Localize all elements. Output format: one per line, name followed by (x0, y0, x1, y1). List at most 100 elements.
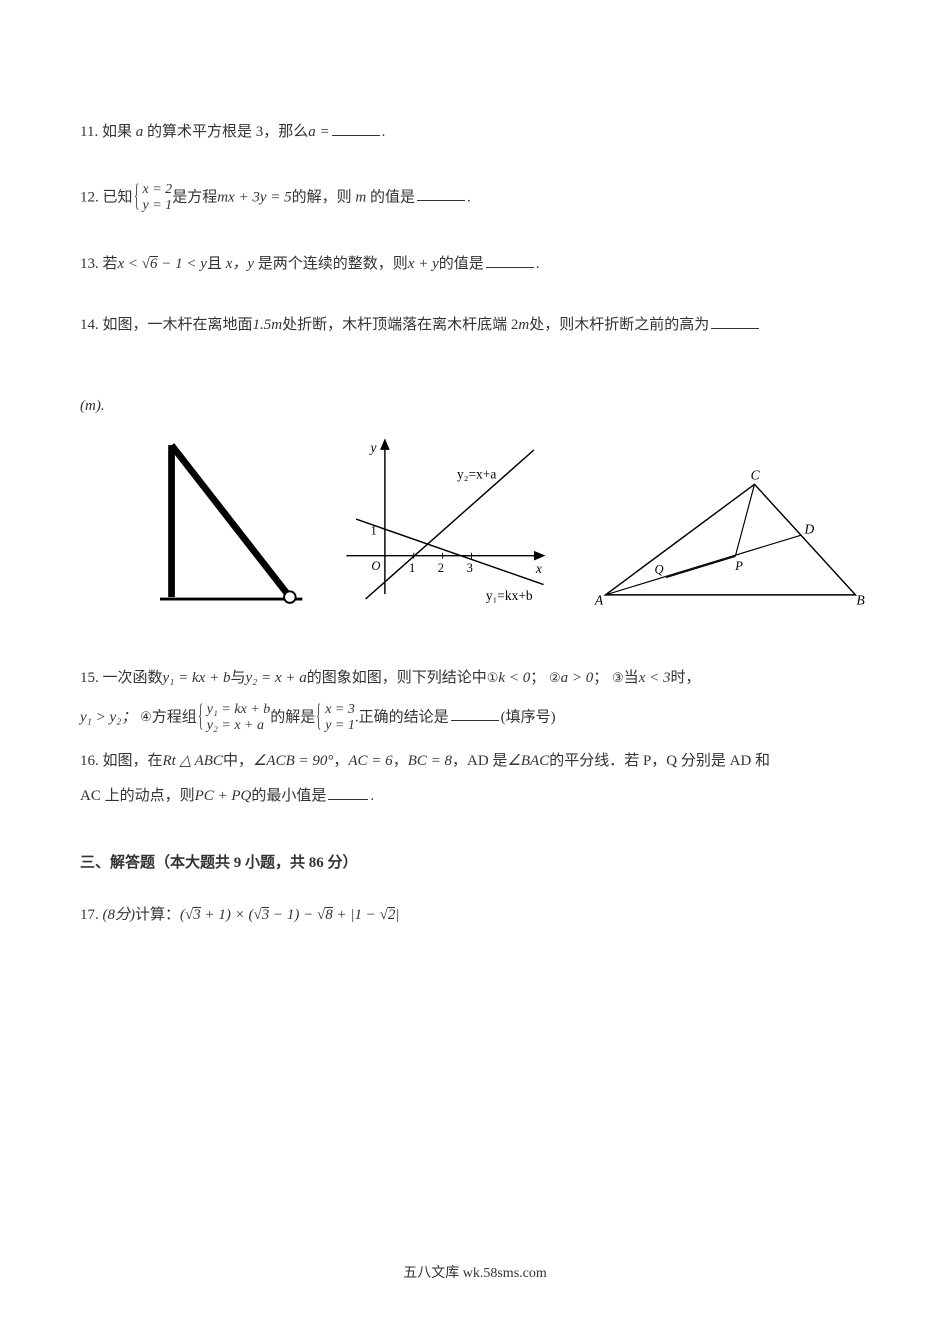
expression: x + y (408, 256, 439, 272)
y-axis-label: y (369, 440, 377, 455)
figure-pole-triangle (160, 432, 304, 617)
vertex-a: A (594, 593, 604, 608)
text: AC 上的动点，则 (80, 788, 195, 804)
equation: a = (308, 124, 329, 140)
answer-blank (417, 185, 465, 201)
problem-number: 13. (80, 256, 99, 272)
problem-number: 16. (80, 753, 99, 769)
inequality-left: x < (118, 256, 142, 272)
page-container: 11. 如果 a 的算术平方根是 3，那么a =. 12. 已知 x = 2 y… (0, 0, 950, 1344)
angle-bac: ∠BAC (507, 753, 549, 769)
problem-number: 15. (80, 670, 99, 686)
problem-13: 13. 若x < √6 − 1 < y且 x，y 是两个连续的整数，则x + y… (80, 252, 870, 276)
sep: ； (593, 670, 608, 686)
figure-triangle-abc: A B C D P Q (591, 467, 870, 617)
text: 是方程 (172, 189, 217, 205)
inequality-right: − 1 < y (158, 256, 207, 272)
text: 的算术平方根是 3，那么 (143, 124, 308, 140)
period: . (370, 788, 374, 804)
text: 的值是 (439, 256, 484, 272)
equation: y₁ = kx + b (163, 670, 231, 686)
problem-11: 11. 如果 a 的算术平方根是 3，那么a =. (80, 120, 870, 144)
text: 方程组 (152, 709, 197, 725)
problem-number: 17. (80, 907, 99, 923)
answer-blank (451, 705, 499, 721)
marker-4: ④ (140, 707, 152, 727)
cond-1: k < 0 (498, 670, 530, 686)
text: 一次函数 (99, 670, 163, 686)
point-p: P (734, 559, 743, 573)
marker-3: ③ (612, 668, 624, 688)
problem-12: 12. 已知 x = 2 y = 1 是方程mx + 3y = 5的解，则 m … (80, 182, 870, 214)
text: 的解是 (270, 709, 315, 725)
problem-17: 17. (8分)计算：(√3 + 1) × (√3 − 1) − √8 + |1… (80, 904, 870, 927)
expression: PC + PQ (195, 788, 252, 804)
vars: x，y (226, 256, 254, 272)
text: 时， (670, 670, 700, 686)
origin-label: O (372, 559, 381, 573)
system-row-2: y = 1 (143, 198, 173, 214)
equation-system: y₁ = kx + b y₂ = x + a (197, 702, 270, 734)
unit-m: m (518, 317, 529, 333)
sol-row-1: x = 3 (325, 702, 355, 718)
period: . (536, 256, 540, 272)
answer-blank (328, 784, 368, 800)
figure-lines-plot: y x O 1 1 2 3 y₂=x+a y₁=kx+b (332, 427, 563, 617)
point-q: Q (655, 563, 664, 577)
cond-2: a > 0 (561, 670, 594, 686)
period: . (382, 124, 386, 140)
paren-unit: (m). (80, 398, 105, 414)
page-footer: 五八文库 wk.58sms.com (0, 1263, 950, 1284)
vertex-b: B (857, 593, 865, 608)
line2-label: y₂=x+a (457, 467, 496, 482)
x-axis-label: x (535, 561, 542, 576)
text: 与 (230, 670, 245, 686)
radicand: 6 (150, 256, 158, 272)
equation: y₂ = x + a (245, 670, 306, 686)
figures-row: y x O 1 1 2 3 y₂=x+a y₁=kx+b A B C D (160, 427, 870, 617)
y-intercept-label: 1 (371, 524, 377, 538)
expression: (√3 + 1) × (√3 − 1) − √8 + |1 − √2| (180, 907, 399, 923)
rt-triangle: Rt △ ABC (163, 753, 223, 769)
equation-system: x = 2 y = 1 (133, 182, 173, 214)
text: ，AD 是 (452, 753, 507, 769)
text: 已知 (99, 189, 133, 205)
text: 的解，则 (292, 189, 356, 205)
ac-value: AC = 6 (348, 753, 392, 769)
period: . (467, 189, 471, 205)
text: ， (393, 753, 408, 769)
problem-16: 16. 如图，在Rt △ ABC中，∠ACB = 90°，AC = 6，BC =… (80, 750, 870, 773)
text: 处折断，木杆顶端落在离木杆底端 2 (282, 317, 518, 333)
cond-3b: y₁ > y₂； (80, 709, 136, 725)
text: ， (333, 753, 348, 769)
solution-system: x = 3 y = 1 (315, 702, 355, 734)
xtick-3: 3 (467, 561, 473, 575)
text: 如图，一木杆在离地面 (99, 317, 253, 333)
value: 1.5m (253, 317, 283, 333)
text: 的平分线．若 P，Q 分别是 AD 和 (549, 753, 770, 769)
point-d: D (804, 522, 815, 537)
text: 的最小值是 (251, 788, 326, 804)
marker-2: ② (549, 668, 561, 688)
problem-number: 12. (80, 189, 99, 205)
section-3-title: 三、解答题（本大题共 9 小题，共 86 分） (80, 852, 870, 875)
cond-3: x < 3 (639, 670, 671, 686)
text: 的图象如图，则下列结论中 (307, 670, 487, 686)
text: 如果 (98, 124, 136, 140)
var-m: m (355, 189, 366, 205)
text: 若 (99, 256, 118, 272)
sqrt-expr: √6 (142, 256, 158, 272)
problem-number: 11. (80, 124, 98, 140)
marker-1: ① (487, 668, 499, 688)
text: 且 (207, 256, 226, 272)
text: 当 (624, 670, 639, 686)
text: .正确的结论是 (355, 709, 449, 725)
text: 是两个连续的整数，则 (254, 256, 408, 272)
answer-blank (486, 252, 534, 268)
vertex-c: C (751, 468, 761, 483)
answer-blank (711, 313, 759, 329)
problem-14: 14. 如图，一木杆在离地面1.5m处折断，木杆顶端落在离木杆底端 2m处，则木… (80, 313, 870, 337)
text: 处，则木杆折断之前的高为 (529, 317, 709, 333)
label: 计算： (135, 907, 180, 923)
problem-number: 14. (80, 317, 99, 333)
